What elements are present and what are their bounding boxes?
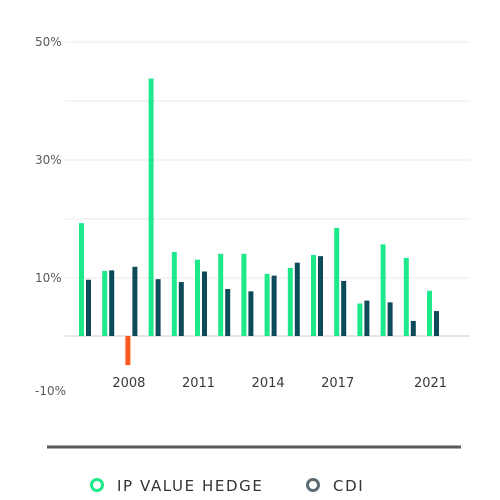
legend-label: CDI <box>333 477 364 495</box>
y-tick-label: 50% <box>35 35 62 49</box>
legend: IP VALUE HEDGE CDI <box>90 477 364 495</box>
cdi-bar-2009 <box>155 279 161 336</box>
cdi-bar-2015 <box>294 262 300 336</box>
ip-value-hedge-bar-2012 <box>218 253 224 336</box>
cdi-bar-2011 <box>202 271 207 336</box>
y-tick-label: 30% <box>35 153 62 167</box>
ip-value-hedge-bar-2018 <box>357 303 363 336</box>
ip-value-hedge-bar-2019 <box>380 244 386 336</box>
y-axis-ticks: 50% 30% 10% -10% <box>35 35 66 398</box>
cdi-bar-2013 <box>248 291 254 336</box>
ip-value-hedge-bar-2009 <box>148 78 154 336</box>
ip-value-hedge-bar-2013 <box>241 253 247 336</box>
legend-label: IP VALUE HEDGE <box>117 477 263 495</box>
cdi-bar-2020 <box>410 320 416 336</box>
ip-value-hedge-bar-2010 <box>171 252 177 336</box>
x-tick-label: 2014 <box>252 376 285 391</box>
ip-value-hedge-bar-2020 <box>403 257 409 336</box>
cdi-bar-2010 <box>178 282 184 336</box>
x-tick-label: 2017 <box>321 376 354 391</box>
bars <box>79 78 439 366</box>
cdi-bar-2007 <box>109 270 115 336</box>
legend-marker-icon <box>306 478 320 492</box>
x-tick-label: 2008 <box>112 376 145 391</box>
grid-lines <box>65 41 470 279</box>
ip-value-hedge-bar-2017 <box>334 227 340 336</box>
cdi-bar-2018 <box>364 300 370 336</box>
ip-value-hedge-bar-2016 <box>311 254 316 336</box>
x-tick-label: 2021 <box>414 376 447 391</box>
cdi-bar-2008 <box>132 266 138 336</box>
ip-value-hedge-bar-2008 <box>125 336 131 366</box>
x-tick-label: 2011 <box>182 376 215 391</box>
ip-value-hedge-bar-2014 <box>264 273 270 336</box>
ip-value-hedge-bar-2006 <box>79 223 84 336</box>
legend-marker-icon <box>90 478 104 492</box>
ip-value-hedge-bar-2015 <box>287 267 293 336</box>
ip-value-hedge-bar-2007 <box>102 270 108 336</box>
cdi-bar-2016 <box>318 256 323 336</box>
cdi-bar-2006 <box>86 279 91 336</box>
y-tick-label: 10% <box>35 271 62 285</box>
y-tick-label: -10% <box>35 384 66 398</box>
cdi-bar-2019 <box>387 302 393 336</box>
cdi-bar-2017 <box>341 280 347 336</box>
cdi-bar-2014 <box>271 275 277 336</box>
cdi-bar-2021 <box>434 311 439 336</box>
x-axis-ticks: 2008 2011 2014 2017 2021 <box>112 376 447 391</box>
ip-value-hedge-bar-2021 <box>427 290 432 336</box>
cdi-bar-2012 <box>225 289 231 336</box>
ip-value-hedge-bar-2011 <box>195 259 200 336</box>
